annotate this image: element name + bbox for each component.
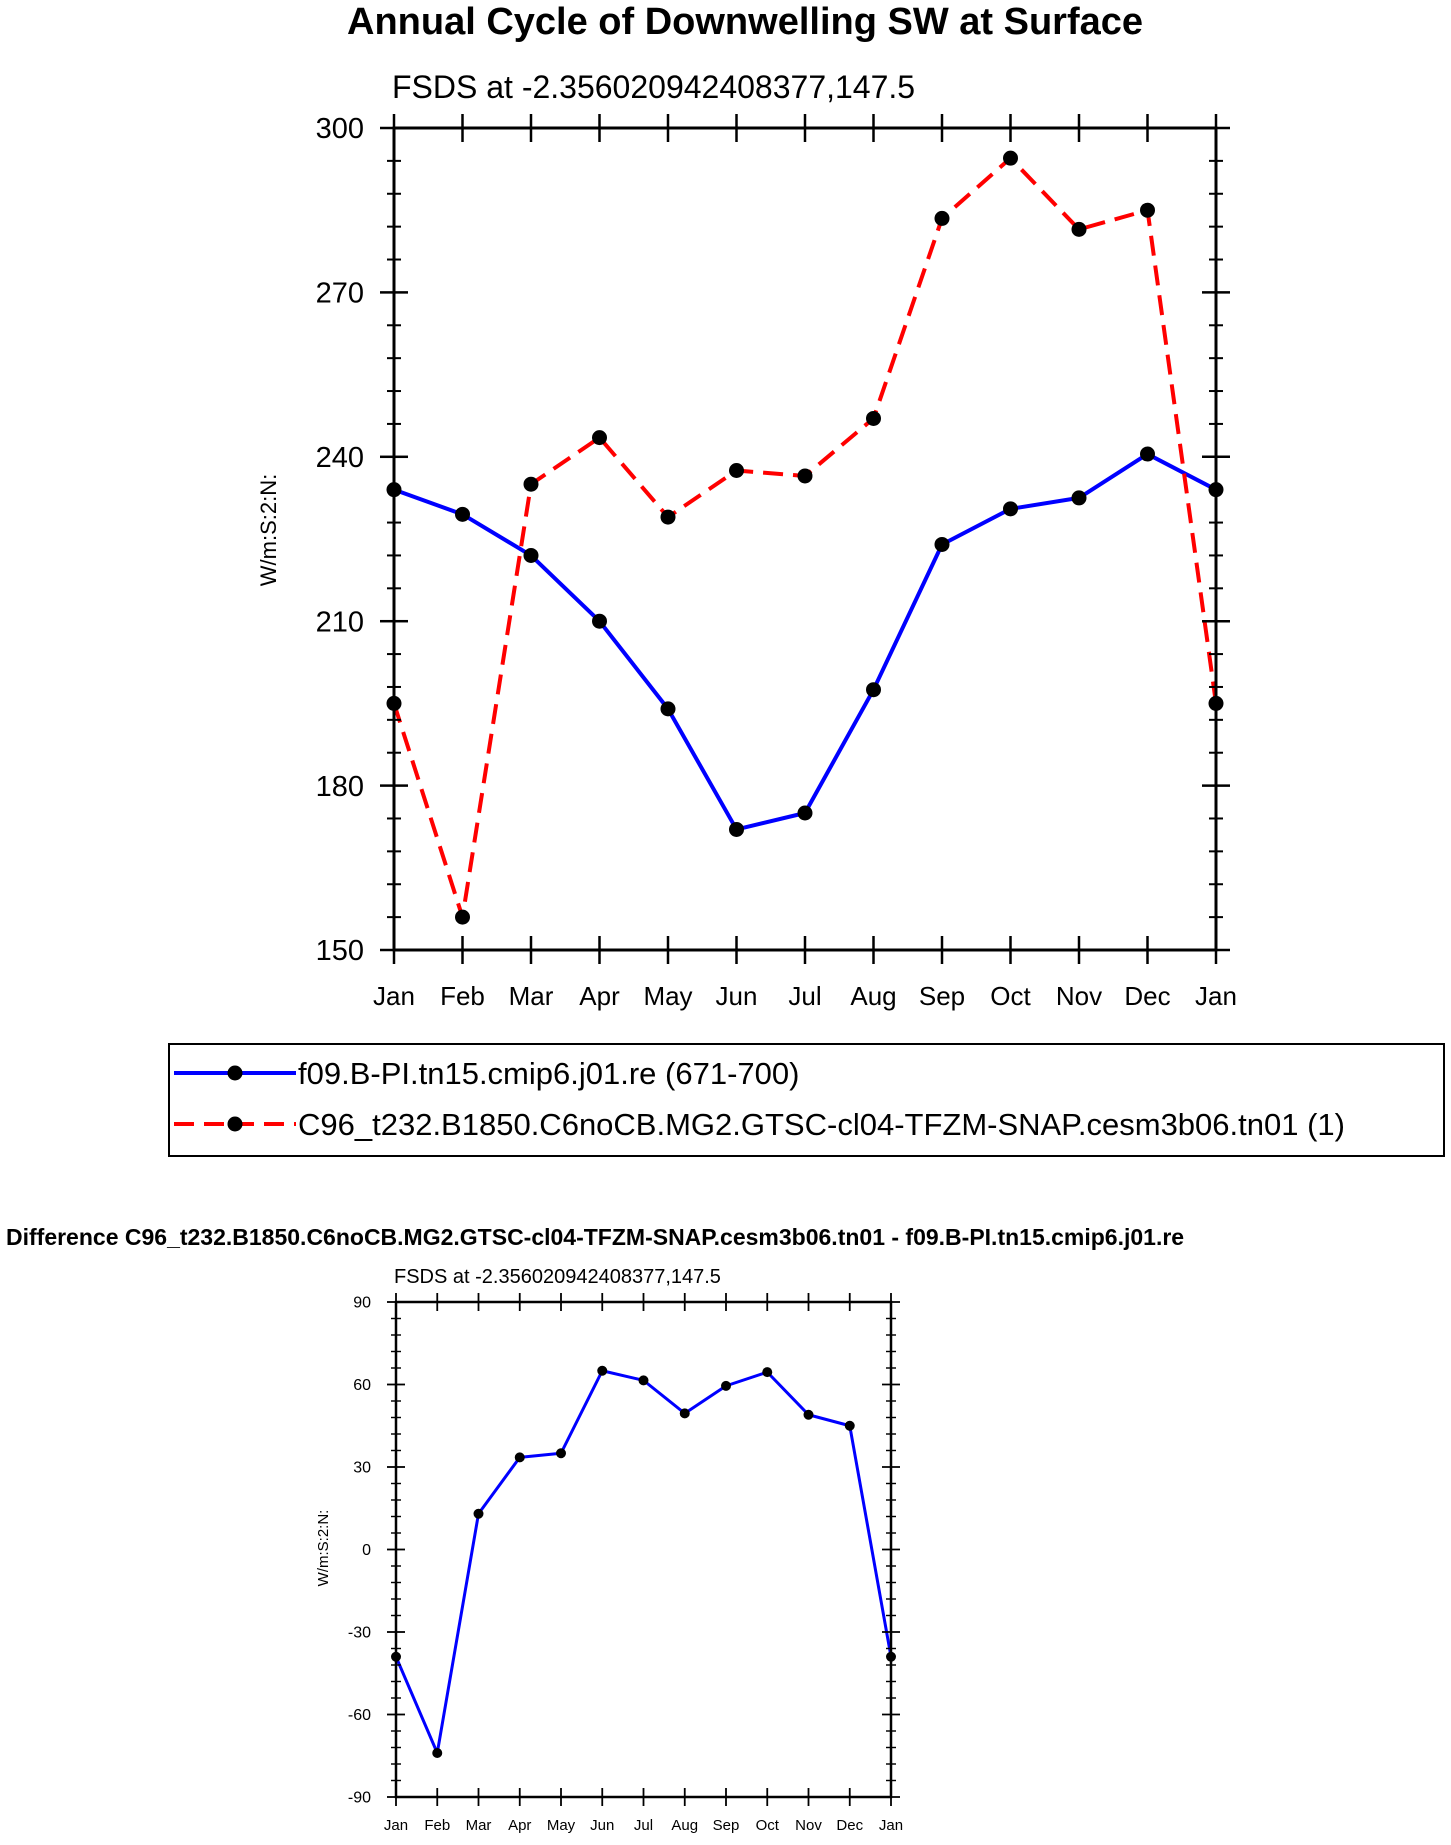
c1-ytick-label: 300 <box>316 113 364 145</box>
c2-series-1-point <box>762 1367 773 1378</box>
c1-xtick-label: Mar <box>509 981 554 1011</box>
c2-xtick-label: Jan <box>879 1817 903 1834</box>
c1-xtick-label: May <box>643 981 692 1011</box>
c2-series-1-point <box>638 1375 649 1386</box>
top-chart-ylabel: W/m:S:2:N: <box>256 474 281 586</box>
c1-xtick-label: Jan <box>1195 981 1237 1011</box>
bottom-chart-title: Difference C96_t232.B1850.C6noCB.MG2.GTS… <box>6 1224 1184 1250</box>
c2-ytick-label: -30 <box>348 1625 371 1642</box>
legend-label-1: f09.B-PI.tn15.cmip6.j01.re (671-700) <box>298 1056 799 1091</box>
c1-ytick-label: 210 <box>316 606 364 638</box>
c2-series-1-point <box>473 1508 484 1519</box>
c1-xtick-label: Jul <box>788 981 821 1011</box>
c1-series-2-point <box>729 463 744 478</box>
top-chart-plot-frame <box>392 126 1218 952</box>
c1-xtick-label: Jun <box>716 981 758 1011</box>
legend-entry-1: f09.B-PI.tn15.cmip6.j01.re (671-700) <box>174 1056 799 1091</box>
c1-series-1-point <box>934 536 950 552</box>
c1-series-2-point <box>797 468 813 484</box>
c2-xtick-label: Feb <box>424 1817 450 1834</box>
c1-series-1-point <box>523 547 539 563</box>
c2-ytick-label: 0 <box>362 1542 371 1559</box>
c1-series-1-point <box>1071 490 1087 506</box>
c2-series-1-point <box>514 1452 525 1463</box>
c2-series-line-1 <box>394 1369 893 1755</box>
c2-xtick-label: Nov <box>795 1817 822 1834</box>
c1-series-line-1 <box>393 452 1217 832</box>
top-chart-subtitle: FSDS at -2.356020942408377,147.5 <box>392 69 915 105</box>
c1-series-2-point <box>455 909 470 925</box>
c1-xtick-label: Oct <box>990 981 1031 1011</box>
bottom-chart-ylabel: W/m:S:2:N: <box>315 1510 332 1587</box>
c1-ytick-label: 150 <box>316 935 364 967</box>
legend-label-2: C96_t232.B1850.C6noCB.MG2.GTSC-cl04-TFZM… <box>298 1107 1345 1142</box>
c1-xtick-label: Feb <box>440 981 485 1011</box>
c2-xtick-label: Oct <box>756 1817 780 1834</box>
c2-xtick-label: Sep <box>713 1817 740 1834</box>
c2-series-1-point <box>432 1748 443 1758</box>
c1-series-2-point <box>1071 221 1087 237</box>
c1-xtick-label: Apr <box>579 981 620 1011</box>
c1-series-2-point <box>1003 150 1018 166</box>
c1-series-1-point <box>660 701 676 717</box>
c2-series-1-point <box>556 1448 566 1459</box>
c2-xtick-label: Apr <box>508 1817 531 1834</box>
c2-xtick-label: Dec <box>836 1817 863 1834</box>
c2-series-1-point <box>679 1408 690 1419</box>
c1-series-2-point <box>592 430 607 446</box>
legend-box <box>168 1043 1445 1157</box>
top-chart: Annual Cycle of Downwelling SW at Surfac… <box>256 1 1237 1011</box>
top-chart-title: Annual Cycle of Downwelling SW at Surfac… <box>347 1 1143 43</box>
c1-series-line-2 <box>392 156 1218 920</box>
legend: f09.B-PI.tn15.cmip6.j01.re (671-700) C96… <box>168 1043 1445 1157</box>
legend-marker-2 <box>227 1116 243 1132</box>
c2-xtick-label: Aug <box>671 1817 698 1834</box>
c1-xtick-label: Jan <box>373 981 415 1011</box>
c1-series-2-point <box>660 509 676 525</box>
legend-marker-1 <box>227 1065 243 1081</box>
c2-xtick-label: May <box>547 1817 576 1834</box>
c2-ytick-label: 90 <box>353 1295 371 1312</box>
c2-series-1-point <box>844 1420 855 1431</box>
c1-xtick-label: Dec <box>1124 981 1170 1011</box>
c1-series-1-point <box>797 805 813 821</box>
legend-entry-2: C96_t232.B1850.C6noCB.MG2.GTSC-cl04-TFZM… <box>174 1107 1345 1142</box>
c1-series-2-point <box>934 210 950 226</box>
c2-ytick-label: -60 <box>348 1707 371 1724</box>
c1-ytick-label: 180 <box>316 771 364 803</box>
bottom-chart: Difference C96_t232.B1850.C6noCB.MG2.GTS… <box>6 1224 1184 1834</box>
c2-xtick-label: Jul <box>634 1817 653 1834</box>
c1-xtick-label: Sep <box>919 981 965 1011</box>
c1-series-1-point <box>729 821 744 837</box>
c2-xtick-label: Jun <box>590 1817 614 1834</box>
c2-ytick-label: 30 <box>353 1460 371 1477</box>
c1-series-1-point <box>1003 501 1018 517</box>
c2-ytick-label: -90 <box>348 1790 371 1807</box>
c2-xtick-label: Mar <box>466 1817 492 1834</box>
c1-series-1-point <box>455 506 470 522</box>
bottom-chart-subtitle: FSDS at -2.356020942408377,147.5 <box>394 1266 721 1288</box>
c1-series-2-point <box>866 410 881 426</box>
c1-ytick-label: 270 <box>316 278 364 310</box>
c1-series-1-point <box>866 682 881 698</box>
c1-series-2-point <box>523 476 539 492</box>
c2-series-1-point <box>721 1380 731 1391</box>
c1-ytick-label: 240 <box>316 442 364 474</box>
c1-xtick-label: Aug <box>850 981 896 1011</box>
c1-series-1-point <box>1140 446 1155 462</box>
c1-series-2-point <box>1140 202 1155 218</box>
c2-ytick-label: 60 <box>353 1377 371 1394</box>
c1-series-1-point <box>592 613 607 629</box>
c2-xtick-label: Jan <box>384 1817 408 1834</box>
c2-series-1-point <box>597 1365 608 1376</box>
c2-series-1-point <box>803 1409 814 1420</box>
c1-xtick-label: Nov <box>1056 981 1102 1011</box>
